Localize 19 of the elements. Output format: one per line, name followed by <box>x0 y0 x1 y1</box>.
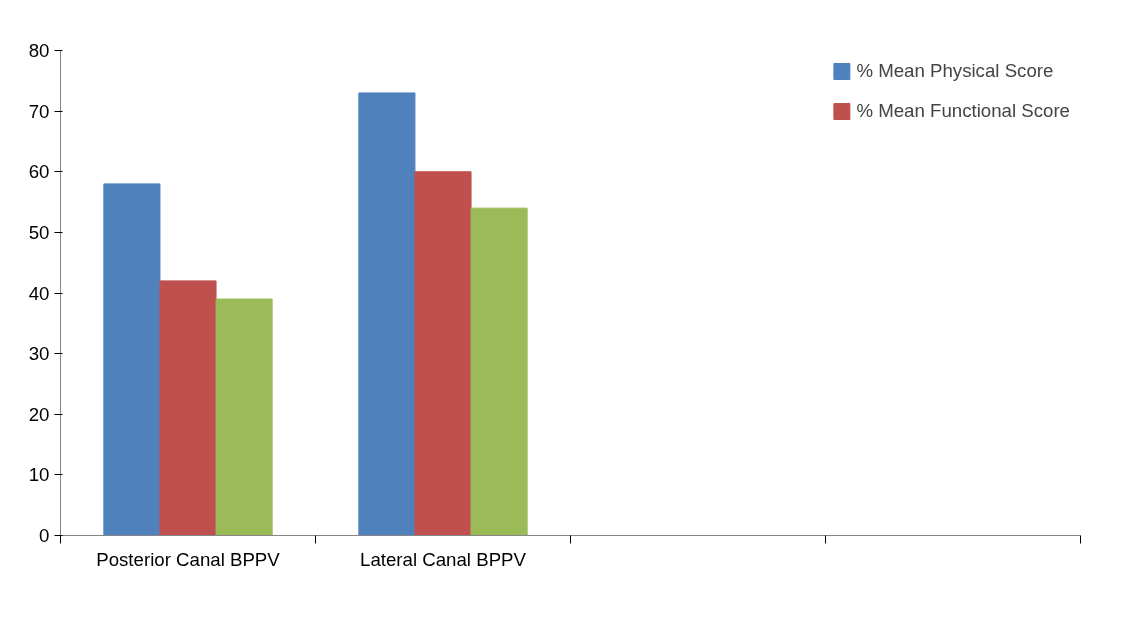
y-tick-label: 40 <box>28 282 50 304</box>
bar <box>470 207 528 536</box>
y-tick-label: 30 <box>28 343 50 365</box>
y-tick-label: 70 <box>28 100 50 122</box>
x-tick-label: Lateral Canal BPPV <box>360 548 527 570</box>
bar <box>414 171 472 536</box>
bar <box>215 298 273 536</box>
x-tick-label: Posterior Canal BPPV <box>96 548 281 570</box>
legend-label: % Mean Physical Score <box>856 60 1054 82</box>
y-tick-label: 50 <box>28 221 50 243</box>
y-tick-label: 20 <box>28 403 50 425</box>
bar <box>358 92 416 536</box>
legend-label: % Mean Functional Score <box>856 100 1070 122</box>
y-tick-label: 80 <box>28 40 50 61</box>
y-tick-label: 0 <box>39 525 50 546</box>
y-tick-label: 60 <box>28 161 50 183</box>
bar <box>103 183 161 536</box>
bar <box>159 280 217 536</box>
y-tick-label: 10 <box>28 464 50 486</box>
